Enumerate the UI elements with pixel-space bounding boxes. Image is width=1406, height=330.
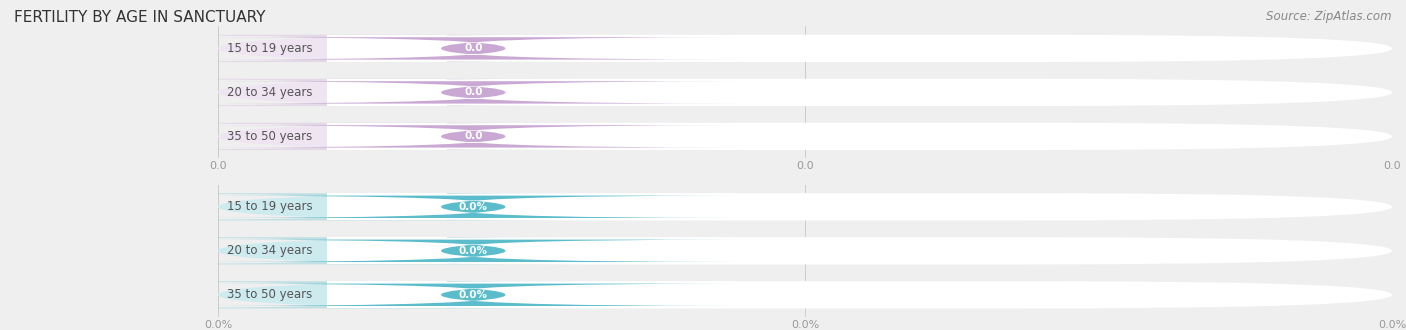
Text: 20 to 34 years: 20 to 34 years [228, 244, 312, 257]
Text: 0.0: 0.0 [464, 87, 482, 97]
FancyBboxPatch shape [218, 123, 1392, 150]
FancyBboxPatch shape [326, 35, 447, 62]
Text: Source: ZipAtlas.com: Source: ZipAtlas.com [1267, 10, 1392, 23]
Text: 0.0: 0.0 [464, 131, 482, 141]
FancyBboxPatch shape [218, 237, 1392, 264]
Text: 15 to 19 years: 15 to 19 years [228, 200, 314, 213]
FancyBboxPatch shape [72, 237, 582, 264]
FancyBboxPatch shape [72, 123, 582, 150]
Text: 0.0%: 0.0% [458, 246, 488, 256]
Text: 0.0%: 0.0% [458, 202, 488, 212]
FancyBboxPatch shape [207, 283, 740, 306]
FancyBboxPatch shape [218, 193, 1392, 220]
FancyBboxPatch shape [326, 79, 447, 106]
FancyBboxPatch shape [72, 79, 582, 106]
FancyBboxPatch shape [326, 281, 447, 309]
FancyBboxPatch shape [326, 237, 447, 264]
FancyBboxPatch shape [326, 193, 447, 220]
FancyBboxPatch shape [207, 81, 740, 104]
FancyBboxPatch shape [218, 79, 1392, 106]
Text: 35 to 50 years: 35 to 50 years [228, 130, 312, 143]
FancyBboxPatch shape [218, 281, 1392, 309]
FancyBboxPatch shape [72, 281, 582, 309]
FancyBboxPatch shape [207, 196, 740, 218]
Text: FERTILITY BY AGE IN SANCTUARY: FERTILITY BY AGE IN SANCTUARY [14, 10, 266, 25]
FancyBboxPatch shape [72, 193, 582, 220]
FancyBboxPatch shape [207, 240, 740, 262]
Text: 0.0: 0.0 [464, 44, 482, 53]
Text: 0.0%: 0.0% [458, 290, 488, 300]
FancyBboxPatch shape [207, 125, 740, 148]
FancyBboxPatch shape [207, 37, 740, 60]
FancyBboxPatch shape [72, 35, 582, 62]
Text: 20 to 34 years: 20 to 34 years [228, 86, 312, 99]
Text: 15 to 19 years: 15 to 19 years [228, 42, 314, 55]
Text: 35 to 50 years: 35 to 50 years [228, 288, 312, 301]
FancyBboxPatch shape [326, 123, 447, 150]
FancyBboxPatch shape [218, 35, 1392, 62]
